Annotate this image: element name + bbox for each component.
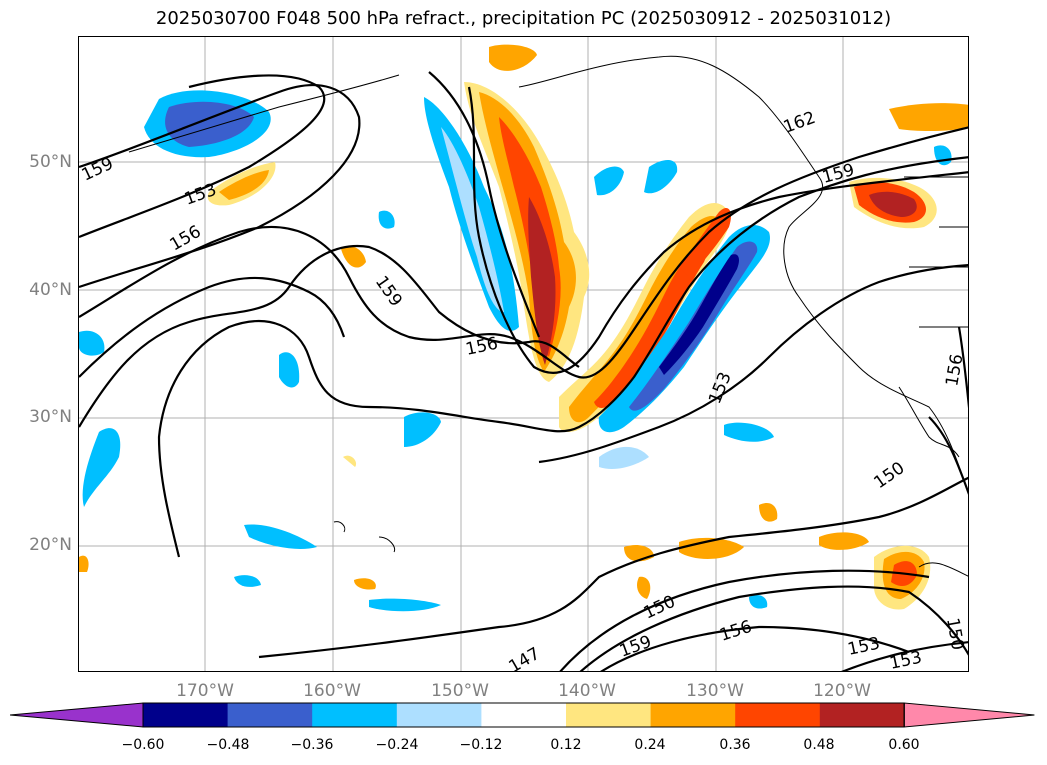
colorbar-segment [819, 703, 905, 727]
contour-label: 153 [846, 634, 882, 660]
colorbar-segment [566, 703, 652, 727]
map-canvas: 159 153 156 159 156 153 162 159 150 150 … [79, 37, 968, 672]
contour-label: 153 [888, 648, 924, 672]
lat-label: 50°N [29, 152, 72, 172]
colorbar-tick: 0.12 [550, 737, 582, 753]
colorbar [10, 702, 1035, 728]
lon-label: 150°W [431, 681, 489, 701]
lon-label: 120°W [813, 681, 871, 701]
colorbar-segment [143, 703, 229, 727]
contour-label: 153 [182, 180, 219, 210]
contour-label: 153 [705, 369, 736, 407]
lat-label: 30°N [29, 407, 72, 427]
colorbar-segment [735, 703, 821, 727]
lon-label: 140°W [558, 681, 616, 701]
colorbar-segment [396, 703, 482, 727]
colorbar-extend-max [903, 702, 1035, 728]
colorbar-segment [227, 703, 313, 727]
contour-label: 159 [371, 272, 406, 310]
colorbar-tick: −0.48 [206, 737, 250, 753]
contour-label: 159 [617, 632, 654, 662]
colorbar-tick: 0.36 [719, 737, 751, 753]
lon-label: 130°W [686, 681, 744, 701]
contour-label: 156 [464, 334, 500, 360]
contour-label: 147 [506, 644, 544, 672]
lat-label: 20°N [29, 535, 72, 555]
contour-label: 150 [870, 458, 908, 493]
colorbar-tick: 0.48 [803, 737, 835, 753]
map-frame: 159 153 156 159 156 153 162 159 150 150 … [78, 36, 969, 672]
colorbar-segment [481, 703, 567, 727]
lon-label: 160°W [303, 681, 361, 701]
map-title: 2025030700 F048 500 hPa refract., precip… [155, 8, 892, 29]
precip-shading [79, 44, 968, 612]
colorbar-tick: −0.12 [459, 737, 503, 753]
refractivity-contours [79, 71, 968, 671]
contour-label: 162 [781, 108, 818, 138]
lat-label: 40°N [29, 280, 72, 300]
colorbar-extend-min [10, 702, 144, 728]
colorbar-segments [10, 702, 1035, 728]
colorbar-segment [312, 703, 398, 727]
colorbar-tick: 0.60 [888, 737, 920, 753]
colorbar-tick: 0.24 [634, 737, 666, 753]
contour-label: 159 [79, 154, 117, 186]
contour-label: 150 [942, 616, 967, 651]
colorbar-tick: −0.36 [290, 737, 334, 753]
contour-label: 156 [942, 352, 967, 387]
contour-label: 156 [717, 617, 754, 646]
colorbar-tick: −0.24 [375, 737, 419, 753]
colorbar-segment [650, 703, 736, 727]
colorbar-tick: −0.60 [121, 737, 165, 753]
lon-label: 170°W [176, 681, 234, 701]
